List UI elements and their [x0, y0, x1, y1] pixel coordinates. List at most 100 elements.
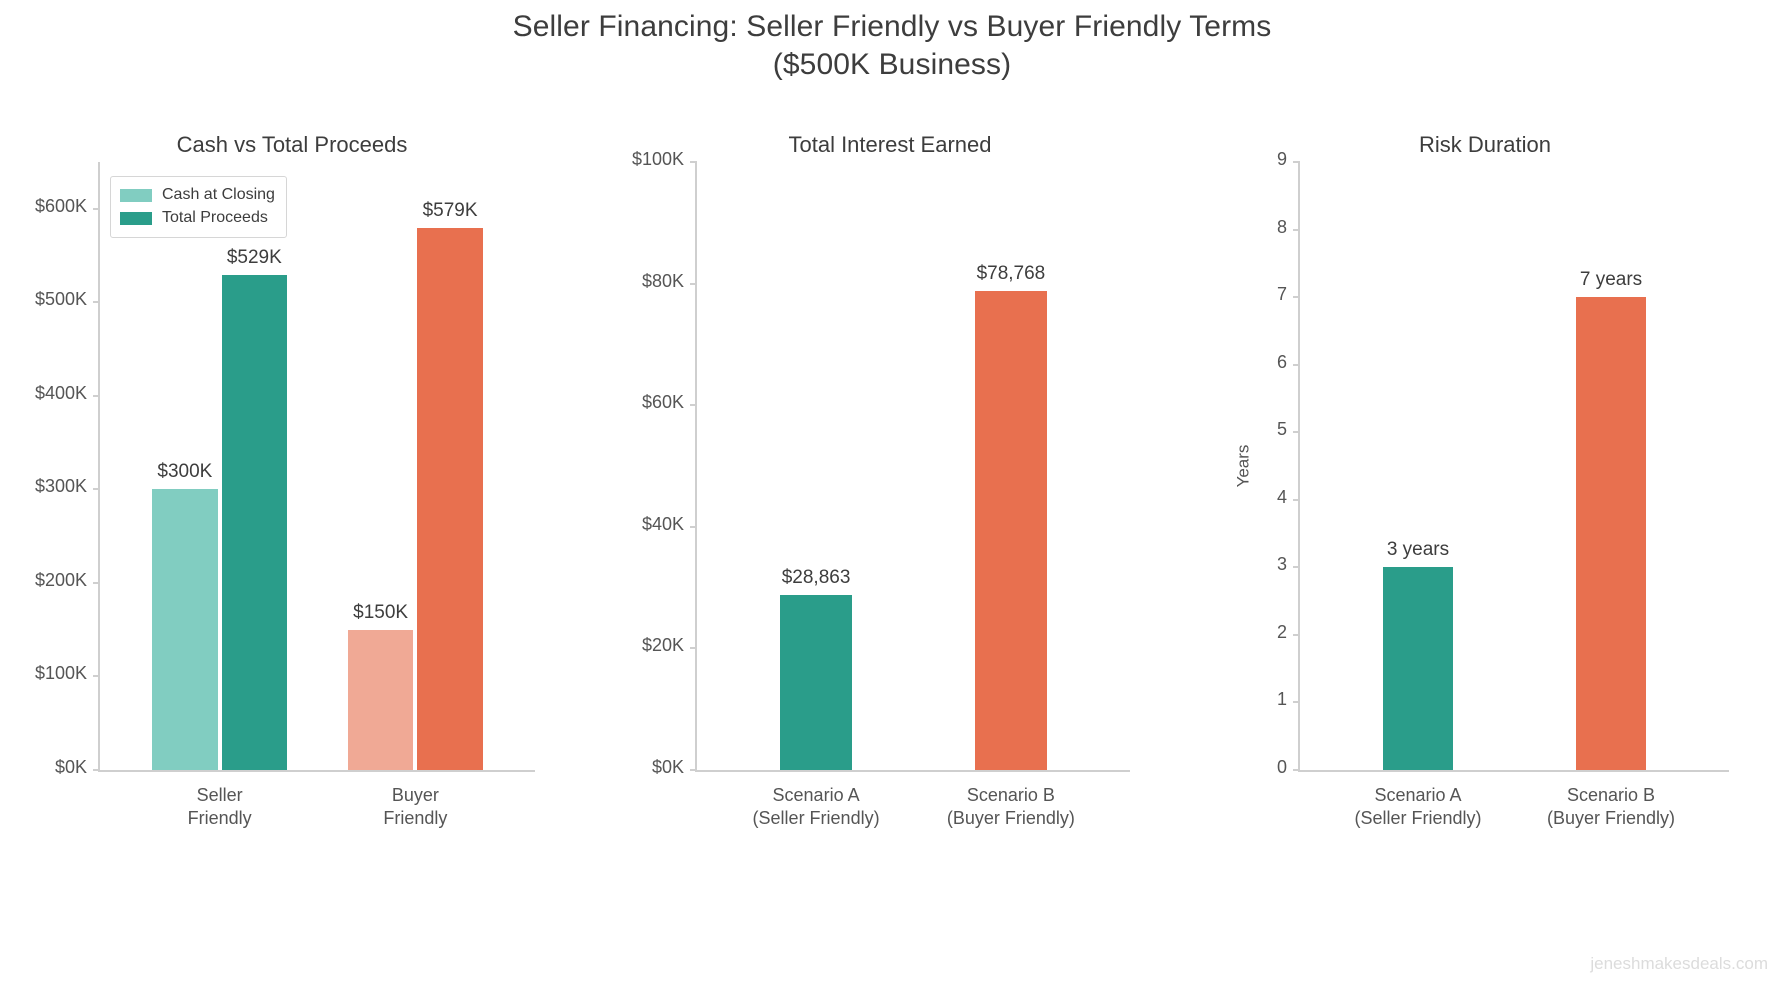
subplot-title-cash: Cash vs Total Proceeds — [176, 132, 408, 157]
y-tick-label-cash-2: $200K — [34, 569, 87, 590]
bar-group-risk: 3 years Scenario A (Seller Friendly) 7 year… — [1300, 162, 1729, 827]
x-tick-label-risk-1: Scenario B (Buyer Friendly) — [1547, 784, 1675, 829]
x-tick-label-line: Scenario A — [772, 785, 860, 805]
bar-risk-0[interactable]: 3 years Scenario A (Seller Friendly) — [1354, 539, 1481, 827]
y-tick-mark-interest-0 — [690, 769, 697, 771]
y-tick-mark-risk-4 — [1293, 498, 1300, 501]
y-tick-mark-interest-2 — [690, 525, 697, 528]
y-tick-mark-risk-0 — [1293, 769, 1300, 771]
x-tick-label-cash-1: Buyer Friendly — [383, 784, 447, 829]
y-tick-mark-cash-1 — [93, 675, 100, 678]
bar-value-label-interest-0: $28,863 — [781, 566, 851, 588]
figure-title-line-2: ($500K Business) — [772, 48, 1012, 82]
y-tick-label-interest-1: $20K — [641, 635, 684, 656]
y-tick-mark-interest-3 — [690, 404, 697, 407]
bar-cash-0-0[interactable]: $300K — [152, 461, 218, 770]
bar-cluster-cash-1: $150K $579K Buyer Friendly — [347, 162, 483, 828]
subplot-title-interest: Total Interest Earned — [788, 132, 992, 157]
y-tick-label-risk-7: 7 — [1276, 284, 1287, 305]
x-tick-label-line: Seller — [196, 785, 243, 805]
bar-value-label-cash-0-1: $529K — [226, 247, 282, 269]
y-tick-mark-risk-9 — [1293, 161, 1300, 163]
figure-title-line-1: Seller Financing: Seller Friendly vs Buy… — [512, 10, 1272, 43]
y-tick-mark-risk-5 — [1293, 431, 1300, 434]
y-tick-label-cash-5: $500K — [34, 289, 87, 310]
y-tick-label-cash-4: $400K — [34, 382, 87, 403]
x-tick-label-line: Friendly — [187, 807, 252, 828]
y-tick-label-risk-2: 2 — [1276, 621, 1287, 642]
y-tick-label-risk-0: 0 — [1276, 757, 1287, 777]
bar-interest-1[interactable]: $78,768 Scenario B (Buyer Friendly) — [947, 263, 1075, 827]
y-tick-label-interest-0: $0K — [651, 757, 684, 777]
watermark: jeneshmakesdeals.com — [1590, 954, 1768, 973]
legend-swatch-cash-at-closing — [120, 188, 152, 202]
x-tick-label-interest-0: Scenario A (Seller Friendly) — [753, 784, 880, 829]
bar-cash-0-1[interactable]: $529K — [221, 247, 288, 770]
y-tick-label-risk-8: 8 — [1276, 216, 1287, 237]
x-tick-label-line: (Buyer Friendly) — [946, 807, 1075, 828]
y-tick-mark-cash-3 — [93, 488, 100, 491]
plot-area-risk: 0 1 2 3 4 5 6 7 8 9 3 years Scenario A (Seller Frie… — [1233, 149, 1729, 828]
y-tick-label-cash-0: $0K — [54, 757, 87, 777]
legend-cash: Cash at Closing Total Proceeds — [110, 176, 287, 239]
y-tick-mark-risk-6 — [1293, 363, 1300, 366]
y-tick-mark-cash-0 — [93, 769, 100, 771]
subplot-risk-duration: Risk Duration 0 1 2 3 4 5 6 7 8 9 3 years Scenario… — [1190, 130, 1784, 830]
y-tick-mark-risk-7 — [1293, 296, 1300, 299]
y-tick-mark-cash-4 — [93, 394, 100, 397]
plot-area-cash: $0K $100K $200K $300K $400K $500K $600K $300K $… — [35, 162, 535, 828]
bar-cash-1-0[interactable]: $150K — [347, 602, 414, 770]
x-tick-label-line: Scenario A — [1374, 785, 1462, 805]
x-tick-label-line: Buyer — [391, 785, 439, 805]
y-tick-mark-risk-2 — [1293, 633, 1300, 636]
bar-cluster-cash-0: $300K $529K Seller Friendly — [152, 162, 288, 828]
bar-value-label-cash-0-0: $300K — [157, 461, 213, 483]
legend-item-cash-at-closing[interactable]: Cash at Closing — [120, 184, 275, 207]
y-axis-label-risk: Years — [1233, 444, 1253, 488]
x-tick-label-line: Scenario B — [1566, 785, 1656, 805]
y-tick-label-interest-5: $100K — [631, 149, 684, 169]
x-tick-label-risk-0: Scenario A (Seller Friendly) — [1354, 784, 1481, 829]
x-tick-label-line: Friendly — [383, 807, 448, 828]
x-tick-label-line: (Seller Friendly) — [1354, 807, 1482, 828]
y-tick-mark-interest-5 — [690, 161, 697, 163]
x-tick-label-line: Scenario B — [966, 785, 1055, 805]
bar-value-label-risk-1: 7 years — [1579, 269, 1643, 291]
y-tick-label-risk-9: 9 — [1276, 149, 1287, 169]
x-tick-label-cash-0: Seller Friendly — [188, 784, 252, 829]
bar-value-label-cash-1-0: $150K — [353, 601, 409, 623]
legend-label-cash-at-closing: Cash at Closing — [162, 186, 275, 203]
y-tick-label-interest-3: $60K — [641, 392, 684, 413]
bar-value-label-cash-1-1: $579K — [422, 200, 478, 222]
y-tick-mark-risk-1 — [1293, 701, 1300, 704]
y-tick-label-risk-6: 6 — [1276, 351, 1287, 372]
y-tick-label-interest-2: $40K — [641, 513, 684, 534]
x-tick-label-line: (Seller Friendly) — [752, 807, 880, 828]
bar-interest-0[interactable]: $28,863 Scenario A (Seller Friendly) — [753, 567, 880, 828]
bar-cash-1-1[interactable]: $579K — [417, 200, 483, 770]
plot-area-interest: $0K $20K $40K $60K $80K $100K $28,863 Scenario… — [632, 149, 1130, 828]
subplot-title-risk: Risk Duration — [1418, 132, 1552, 157]
x-tick-label-interest-1: Scenario B (Buyer Friendly) — [947, 784, 1075, 829]
y-tick-label-risk-1: 1 — [1276, 689, 1287, 710]
bar-group-interest: $28,863 Scenario A (Seller Friendly) $78,76… — [697, 162, 1130, 828]
legend-item-total-proceeds[interactable]: Total Proceeds — [120, 207, 275, 230]
y-tick-mark-cash-2 — [93, 581, 100, 584]
subplot-total-interest-earned: Total Interest Earned $0K $20K $40K $60K $80… — [595, 130, 1190, 830]
legend-swatch-total-proceeds — [120, 211, 152, 225]
y-tick-label-cash-6: $600K — [34, 195, 87, 216]
y-tick-mark-interest-1 — [690, 647, 697, 650]
bar-risk-1[interactable]: 7 years Scenario B (Buyer Friendly) — [1547, 269, 1675, 827]
y-tick-label-risk-3: 3 — [1276, 554, 1287, 575]
y-tick-mark-risk-8 — [1293, 228, 1300, 231]
bar-value-label-risk-0: 3 years — [1386, 539, 1450, 561]
legend-label-total-proceeds: Total Proceeds — [162, 208, 268, 226]
y-tick-mark-cash-5 — [93, 301, 100, 304]
bar-group-cash: $300K $529K Seller Friendly $150K $579K Buyer F… — [100, 162, 535, 828]
y-tick-mark-interest-4 — [690, 282, 697, 285]
y-tick-mark-risk-3 — [1293, 566, 1300, 569]
y-tick-label-cash-3: $300K — [34, 476, 87, 497]
figure-title: Seller Financing: Seller Friendly vs Buy… — [0, 8, 1784, 85]
x-tick-label-line: (Buyer Friendly) — [1547, 807, 1676, 828]
y-tick-label-risk-5: 5 — [1276, 419, 1287, 440]
